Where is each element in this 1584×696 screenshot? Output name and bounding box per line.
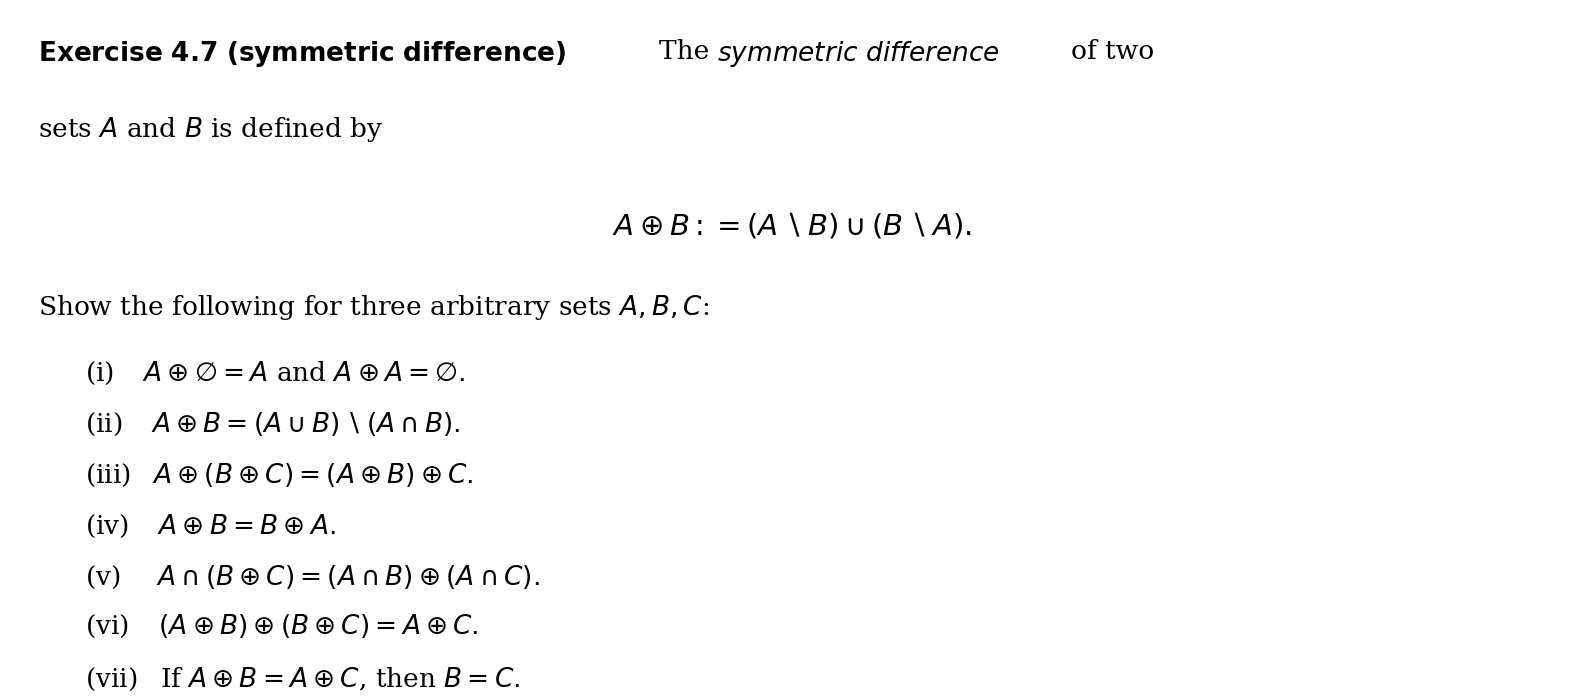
- Text: (vii)$\;\;$ If $A \oplus B = A \oplus C$, then $B = C.$: (vii)$\;\;$ If $A \oplus B = A \oplus C$…: [86, 665, 521, 693]
- Text: The: The: [659, 39, 718, 64]
- Text: (v)$\;\;\;\;$ $A \cap (B \oplus C) = (A \cap B) \oplus (A \cap C).$: (v)$\;\;\;\;$ $A \cap (B \oplus C) = (A …: [86, 564, 540, 591]
- Text: (vi)$\;\;\;$ $(A \oplus B) \oplus (B \oplus C) = A \oplus C.$: (vi)$\;\;\;$ $(A \oplus B) \oplus (B \op…: [86, 612, 478, 640]
- Text: (iv)$\;\;\;$ $A \oplus B = B \oplus A.$: (iv)$\;\;\;$ $A \oplus B = B \oplus A.$: [86, 513, 336, 540]
- Text: sets $A$ and $B$ is defined by: sets $A$ and $B$ is defined by: [38, 115, 383, 144]
- Text: $\mathit{symmetric\ difference}$: $\mathit{symmetric\ difference}$: [716, 39, 1000, 69]
- Text: (ii)$\;\;\;$ $A \oplus B = (A \cup B) \setminus (A \cap B).$: (ii)$\;\;\;$ $A \oplus B = (A \cup B) \s…: [86, 411, 461, 438]
- Text: $A \oplus B := (A \setminus B) \cup (B \setminus A).$: $A \oplus B := (A \setminus B) \cup (B \…: [611, 210, 973, 241]
- Text: $\mathbf{Exercise\ 4.7\ (symmetric\ difference)}$: $\mathbf{Exercise\ 4.7\ (symmetric\ diff…: [38, 39, 567, 69]
- Text: of two: of two: [1071, 39, 1155, 64]
- Text: Show the following for three arbitrary sets $A, B, C$:: Show the following for three arbitrary s…: [38, 293, 710, 322]
- Text: (iii)$\;\;$ $A \oplus (B \oplus C) = (A \oplus B) \oplus C.$: (iii)$\;\;$ $A \oplus (B \oplus C) = (A …: [86, 462, 474, 489]
- Text: (i)$\;\;\;$ $A \oplus \varnothing = A$ and $A \oplus A = \varnothing.$: (i)$\;\;\;$ $A \oplus \varnothing = A$ a…: [86, 360, 466, 387]
